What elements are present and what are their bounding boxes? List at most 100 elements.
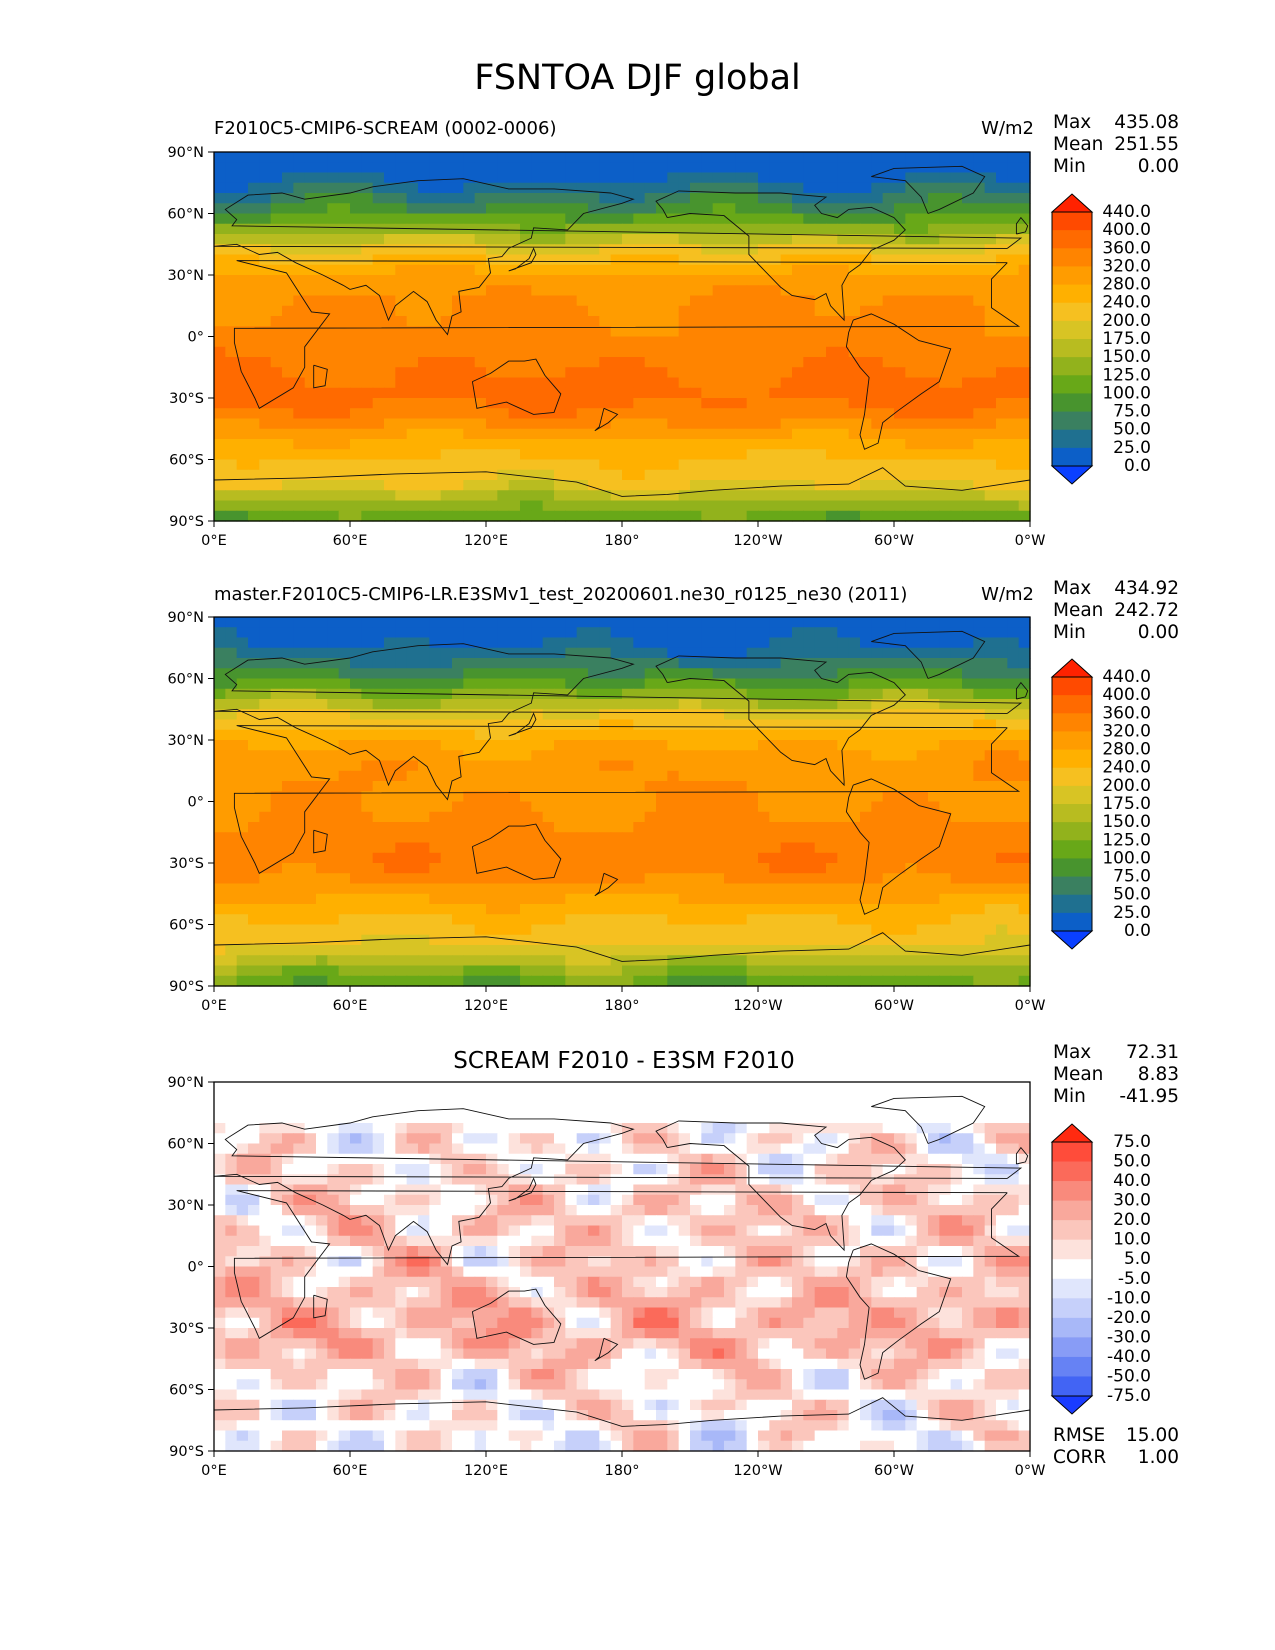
field-cell bbox=[486, 904, 498, 915]
field-cell bbox=[214, 893, 226, 905]
field-cell bbox=[962, 852, 974, 864]
field-cell bbox=[542, 709, 555, 721]
field-cell bbox=[236, 760, 249, 772]
field-cell bbox=[293, 934, 306, 946]
field-cell bbox=[486, 699, 498, 710]
field-cell bbox=[282, 244, 294, 256]
field-cell bbox=[282, 709, 294, 721]
field-cell bbox=[304, 709, 317, 721]
field-cell bbox=[350, 678, 362, 690]
field-cell bbox=[1018, 480, 1031, 491]
field-cell bbox=[361, 346, 374, 358]
field-cell bbox=[894, 377, 906, 389]
field-cell bbox=[372, 500, 385, 512]
field-cell bbox=[350, 781, 362, 792]
field-cell bbox=[1007, 934, 1020, 946]
field-cell bbox=[361, 480, 374, 491]
field-cell bbox=[690, 914, 702, 926]
field-cell bbox=[542, 750, 555, 762]
field-cell bbox=[678, 791, 691, 803]
field-cell bbox=[724, 213, 736, 225]
field-cell bbox=[690, 316, 702, 327]
field-cell bbox=[1007, 254, 1020, 266]
field-cell bbox=[588, 172, 600, 184]
field-cell bbox=[418, 760, 430, 772]
field-cell bbox=[282, 234, 294, 245]
field-cell bbox=[372, 346, 385, 358]
field-cell bbox=[361, 852, 374, 864]
field-cell bbox=[316, 500, 328, 512]
field-cell bbox=[792, 469, 804, 481]
panel-title-left: F2010C5-CMIP6-SCREAM (0002-0006) bbox=[214, 118, 557, 139]
field-cell bbox=[486, 316, 498, 327]
field-cell bbox=[304, 398, 317, 409]
field-cell bbox=[542, 699, 555, 710]
field-cell bbox=[939, 285, 952, 297]
field-cell bbox=[531, 781, 544, 792]
field-cell bbox=[316, 637, 328, 649]
field-cell bbox=[644, 934, 657, 946]
field-cell bbox=[486, 490, 498, 502]
field-cell bbox=[1018, 822, 1031, 833]
field-cell bbox=[996, 213, 1008, 225]
field-cell bbox=[701, 439, 714, 450]
field-cell bbox=[372, 459, 385, 471]
field-cell bbox=[644, 678, 657, 690]
field-cell bbox=[939, 234, 952, 245]
field-cell bbox=[588, 699, 600, 710]
field-cell bbox=[486, 295, 498, 307]
field-cell bbox=[996, 162, 1008, 174]
field-cell bbox=[486, 781, 498, 792]
field-cell bbox=[633, 449, 646, 461]
field-cell bbox=[724, 264, 736, 276]
field-cell bbox=[701, 336, 714, 348]
field-cell bbox=[882, 346, 895, 358]
field-cell bbox=[746, 924, 759, 936]
field-cell bbox=[690, 852, 702, 864]
field-cell bbox=[996, 791, 1008, 803]
field-cell bbox=[248, 234, 260, 245]
field-cell bbox=[758, 449, 770, 461]
field-cell bbox=[406, 234, 419, 245]
field-cell bbox=[814, 832, 827, 844]
field-cell bbox=[837, 234, 850, 245]
field-cell bbox=[939, 668, 952, 680]
field-cell bbox=[508, 305, 521, 317]
field-cell bbox=[576, 459, 589, 471]
field-cell bbox=[916, 367, 929, 379]
field-cell bbox=[769, 264, 782, 276]
field-cell bbox=[452, 357, 464, 368]
field-cell bbox=[724, 244, 736, 256]
field-cell bbox=[792, 873, 804, 885]
field-cell bbox=[644, 668, 657, 680]
field-cell bbox=[350, 500, 362, 512]
field-cell bbox=[316, 357, 328, 368]
field-cell bbox=[384, 398, 396, 409]
field-cell bbox=[395, 688, 408, 700]
field-cell bbox=[678, 883, 691, 895]
field-cell bbox=[678, 740, 691, 751]
field-cell bbox=[350, 852, 362, 864]
field-cell bbox=[814, 316, 827, 327]
field-cell bbox=[350, 387, 362, 399]
field-cell bbox=[622, 709, 634, 721]
field-cell bbox=[429, 914, 442, 926]
field-cell bbox=[338, 863, 351, 874]
field-cell bbox=[395, 637, 408, 649]
field-cell bbox=[724, 678, 736, 690]
field-cell bbox=[395, 934, 408, 946]
field-cell bbox=[962, 924, 974, 936]
field-cell bbox=[474, 770, 487, 782]
field-cell bbox=[780, 852, 793, 864]
field-cell bbox=[712, 213, 725, 225]
field-cell bbox=[644, 326, 657, 338]
field-cell bbox=[826, 223, 838, 235]
field-cell bbox=[214, 719, 226, 731]
field-cell bbox=[486, 162, 498, 174]
field-cell bbox=[1018, 904, 1031, 915]
field-cell bbox=[746, 408, 759, 420]
colorbar-segment bbox=[1052, 248, 1092, 267]
field-cell bbox=[678, 264, 691, 276]
field-cell bbox=[463, 357, 476, 368]
field-cell bbox=[758, 152, 770, 163]
